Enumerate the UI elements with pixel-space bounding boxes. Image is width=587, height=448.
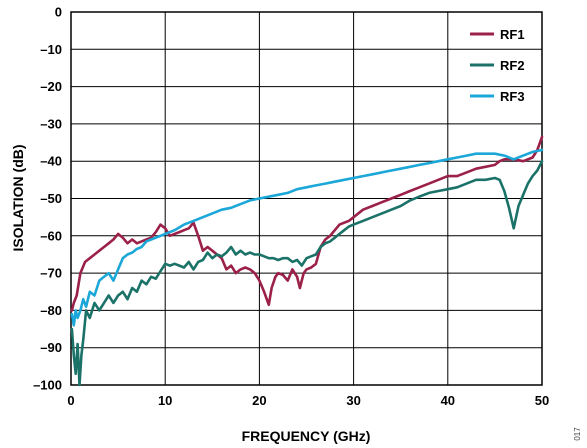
series-line-rf3 (70, 148, 544, 327)
series-line-rf1 (70, 135, 544, 312)
y-tick-labels: 0 –10 –20 –30 –40 –50 –60 –70 –80 –90 –100 (33, 5, 62, 393)
y-tick-label: –20 (40, 79, 62, 94)
y-tick-label: –100 (33, 378, 62, 393)
plot-area-frame (70, 11, 543, 386)
y-tick-label: –10 (40, 42, 62, 57)
y-tick-label: 0 (55, 5, 62, 20)
grid-lines (71, 12, 542, 385)
y-tick-label: –90 (40, 340, 62, 355)
x-tick-labels: 0 10 20 30 40 50 (67, 393, 549, 408)
y-tick-label: –50 (40, 191, 62, 206)
x-tick-label: 30 (346, 393, 360, 408)
x-axis-title: FREQUENCY (GHz) (242, 428, 371, 444)
legend-label-rf1: RF1 (500, 27, 525, 42)
y-tick-label: –70 (40, 266, 62, 281)
x-tick-label: 0 (67, 393, 74, 408)
y-tick-label: –60 (40, 228, 62, 243)
x-tick-label: 10 (158, 393, 172, 408)
x-tick-label: 50 (535, 393, 549, 408)
x-tick-label: 40 (441, 393, 455, 408)
y-tick-label: –30 (40, 116, 62, 131)
legend-label-rf3: RF3 (500, 89, 525, 104)
y-tick-label: –40 (40, 154, 62, 169)
y-axis-title: ISOLATION (dB) (10, 144, 26, 251)
figure-number: 017 (573, 427, 582, 441)
legend: RF1 RF2 RF3 (470, 27, 525, 104)
series-line-rf2 (70, 159, 544, 387)
legend-label-rf2: RF2 (500, 58, 525, 73)
series-lines (70, 135, 544, 387)
x-tick-label: 20 (252, 393, 266, 408)
y-tick-label: –80 (40, 303, 62, 318)
